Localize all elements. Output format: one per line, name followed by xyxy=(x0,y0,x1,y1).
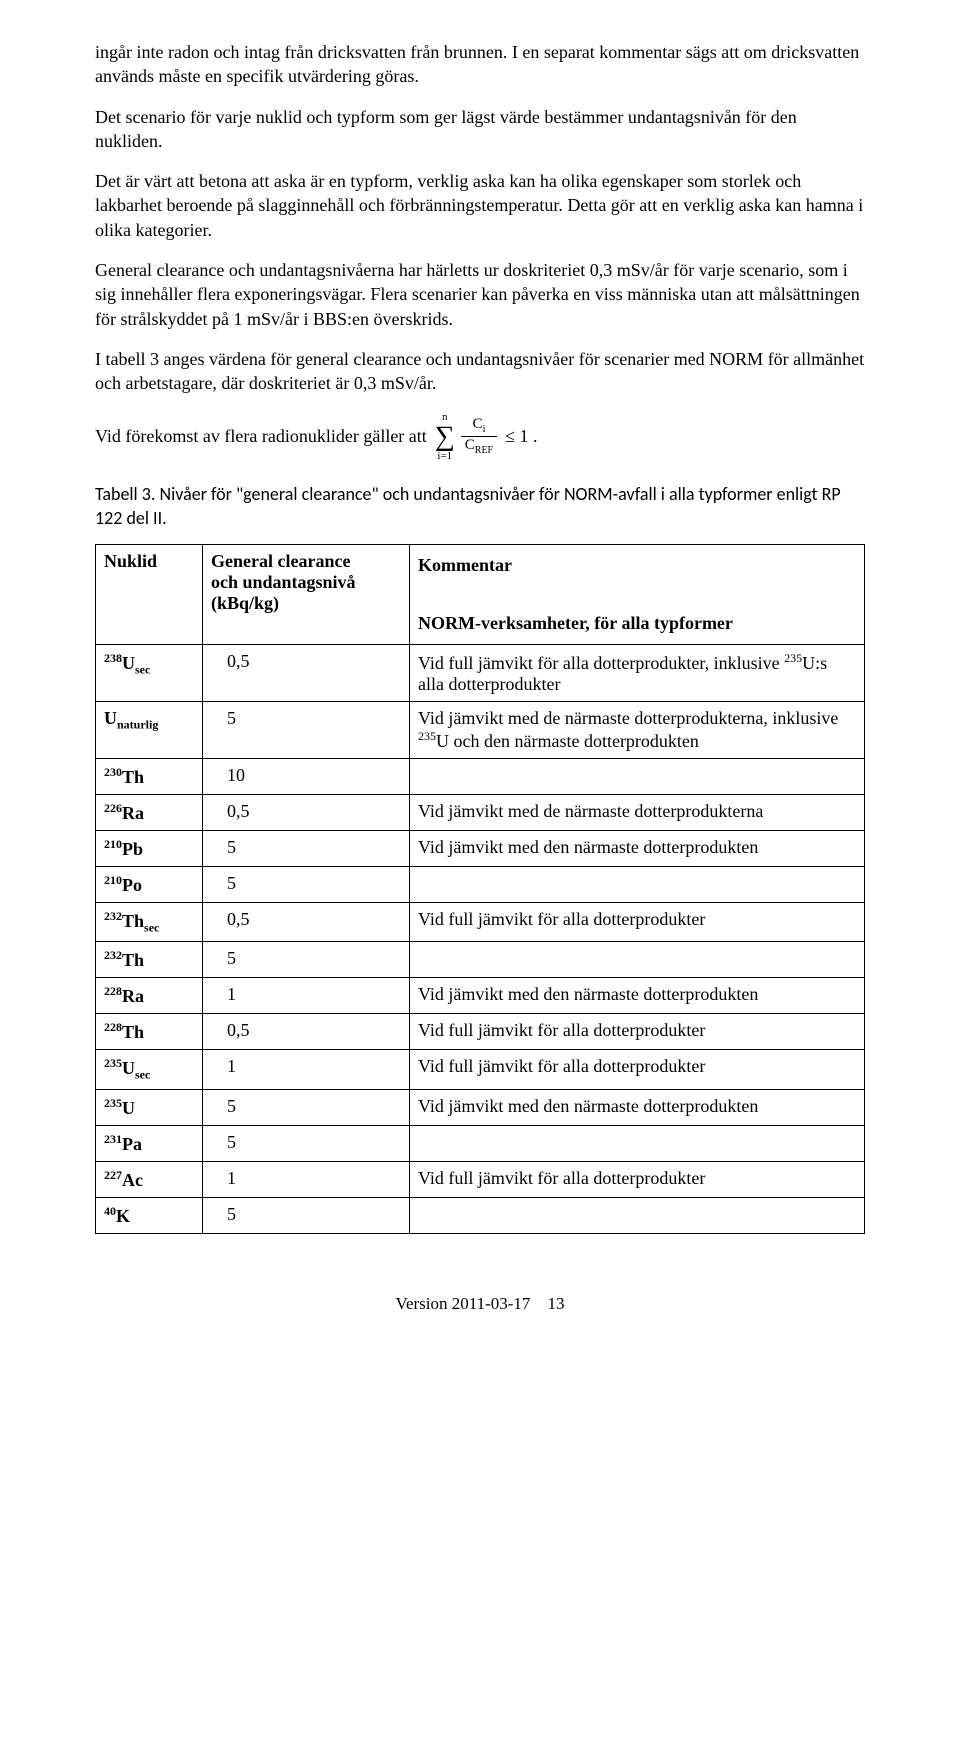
comment-cell: Vid full jämvikt för alla dotterprodukte… xyxy=(410,1161,865,1197)
paragraph-5: I tabell 3 anges värdena för general cle… xyxy=(95,347,865,396)
table-row: 228Ra1Vid jämvikt med den närmaste dotte… xyxy=(96,978,865,1014)
formula-lead-text: Vid förekomst av flera radionuklider gäl… xyxy=(95,424,427,448)
formula-tail: ≤ 1 . xyxy=(505,424,537,448)
comment-cell: Vid jämvikt med den närmaste dotterprodu… xyxy=(410,830,865,866)
level-cell: 0,5 xyxy=(203,1014,410,1050)
nuklid-cell: 230Th xyxy=(96,758,203,794)
comment-cell: Vid jämvikt med den närmaste dotterprodu… xyxy=(410,978,865,1014)
table-caption: Tabell 3. Nivåer för "general clearance"… xyxy=(95,482,865,531)
paragraph-1: ingår inte radon och intag från dricksva… xyxy=(95,40,865,89)
nuklid-cell: 228Ra xyxy=(96,978,203,1014)
table-row: 228Th0,5Vid full jämvikt för alla dotter… xyxy=(96,1014,865,1050)
level-cell: 0,5 xyxy=(203,794,410,830)
table-row: 235Usec1Vid full jämvikt för alla dotter… xyxy=(96,1050,865,1090)
comment-cell: Vid full jämvikt för alla dotterprodukte… xyxy=(410,1014,865,1050)
page-footer: Version 2011-03-17 13 xyxy=(95,1294,865,1314)
paragraph-2: Det scenario för varje nuklid och typfor… xyxy=(95,105,865,154)
comment-cell xyxy=(410,758,865,794)
footer-version: Version 2011-03-17 xyxy=(396,1294,531,1313)
page: ingår inte radon och intag från dricksva… xyxy=(0,0,960,1354)
nuklid-cell: 210Pb xyxy=(96,830,203,866)
level-cell: 5 xyxy=(203,1197,410,1233)
paragraph-3: Det är värt att betona att aska är en ty… xyxy=(95,169,865,242)
level-cell: 0,5 xyxy=(203,644,410,701)
level-cell: 0,5 xyxy=(203,902,410,942)
table-row: 238Usec0,5Vid full jämvikt för alla dott… xyxy=(96,644,865,701)
comment-cell xyxy=(410,1197,865,1233)
table-row: 231Pa5 xyxy=(96,1125,865,1161)
footer-page-number: 13 xyxy=(547,1294,564,1313)
level-cell: 1 xyxy=(203,1050,410,1090)
nuklid-cell: 40K xyxy=(96,1197,203,1233)
comment-cell: Vid full jämvikt för alla dotterprodukte… xyxy=(410,1050,865,1090)
table-row: 232Th5 xyxy=(96,942,865,978)
table-row: 235U5Vid jämvikt med den närmaste dotter… xyxy=(96,1089,865,1125)
formula-line: Vid förekomst av flera radionuklider gäl… xyxy=(95,412,865,462)
comment-cell xyxy=(410,1125,865,1161)
comment-cell: Vid full jämvikt för alla dotterprodukte… xyxy=(410,902,865,942)
level-cell: 1 xyxy=(203,978,410,1014)
nuklid-cell: 235Usec xyxy=(96,1050,203,1090)
nuklid-cell: 228Th xyxy=(96,1014,203,1050)
summation-formula: n ∑ i=1 Ci CREF ≤ 1 . xyxy=(433,412,538,462)
table-row: 226Ra0,5Vid jämvikt med de närmaste dott… xyxy=(96,794,865,830)
header-comment: Kommentar NORM-verksamheter, för alla ty… xyxy=(410,545,865,644)
level-cell: 10 xyxy=(203,758,410,794)
paragraph-4: General clearance och undantagsnivåerna … xyxy=(95,258,865,331)
nuklid-cell: 232Th xyxy=(96,942,203,978)
nuklid-cell: Unaturlig xyxy=(96,701,203,758)
comment-cell: Vid jämvikt med de närmaste dotterproduk… xyxy=(410,794,865,830)
level-cell: 5 xyxy=(203,1089,410,1125)
table-row: 210Po5 xyxy=(96,866,865,902)
header-level: General clearance och undantagsnivå (kBq… xyxy=(203,545,410,644)
sum-lower-limit: i=1 xyxy=(437,451,452,462)
clearance-table: Nuklid General clearance och undantagsni… xyxy=(95,544,865,1234)
sigma-symbol: ∑ xyxy=(435,423,455,451)
comment-cell xyxy=(410,942,865,978)
comment-cell: Vid jämvikt med den närmaste dotterprodu… xyxy=(410,1089,865,1125)
level-cell: 5 xyxy=(203,942,410,978)
nuklid-cell: 235U xyxy=(96,1089,203,1125)
table-row: 210Pb5Vid jämvikt med den närmaste dotte… xyxy=(96,830,865,866)
level-cell: 5 xyxy=(203,1125,410,1161)
table-row: 232Thsec0,5Vid full jämvikt för alla dot… xyxy=(96,902,865,942)
nuklid-cell: 227Ac xyxy=(96,1161,203,1197)
table-row: 227Ac1Vid full jämvikt för alla dotterpr… xyxy=(96,1161,865,1197)
header-nuklid: Nuklid xyxy=(96,545,203,644)
table-header-row: Nuklid General clearance och undantagsni… xyxy=(96,545,865,644)
nuklid-cell: 231Pa xyxy=(96,1125,203,1161)
table-row: 40K5 xyxy=(96,1197,865,1233)
table-row: Unaturlig5Vid jämvikt med de närmaste do… xyxy=(96,701,865,758)
comment-cell: Vid jämvikt med de närmaste dotterproduk… xyxy=(410,701,865,758)
comment-cell: Vid full jämvikt för alla dotterprodukte… xyxy=(410,644,865,701)
comment-cell xyxy=(410,866,865,902)
nuklid-cell: 226Ra xyxy=(96,794,203,830)
nuklid-cell: 238Usec xyxy=(96,644,203,701)
fraction: Ci CREF xyxy=(461,417,497,456)
level-cell: 1 xyxy=(203,1161,410,1197)
level-cell: 5 xyxy=(203,866,410,902)
nuklid-cell: 232Thsec xyxy=(96,902,203,942)
level-cell: 5 xyxy=(203,830,410,866)
table-row: 230Th10 xyxy=(96,758,865,794)
nuklid-cell: 210Po xyxy=(96,866,203,902)
level-cell: 5 xyxy=(203,701,410,758)
